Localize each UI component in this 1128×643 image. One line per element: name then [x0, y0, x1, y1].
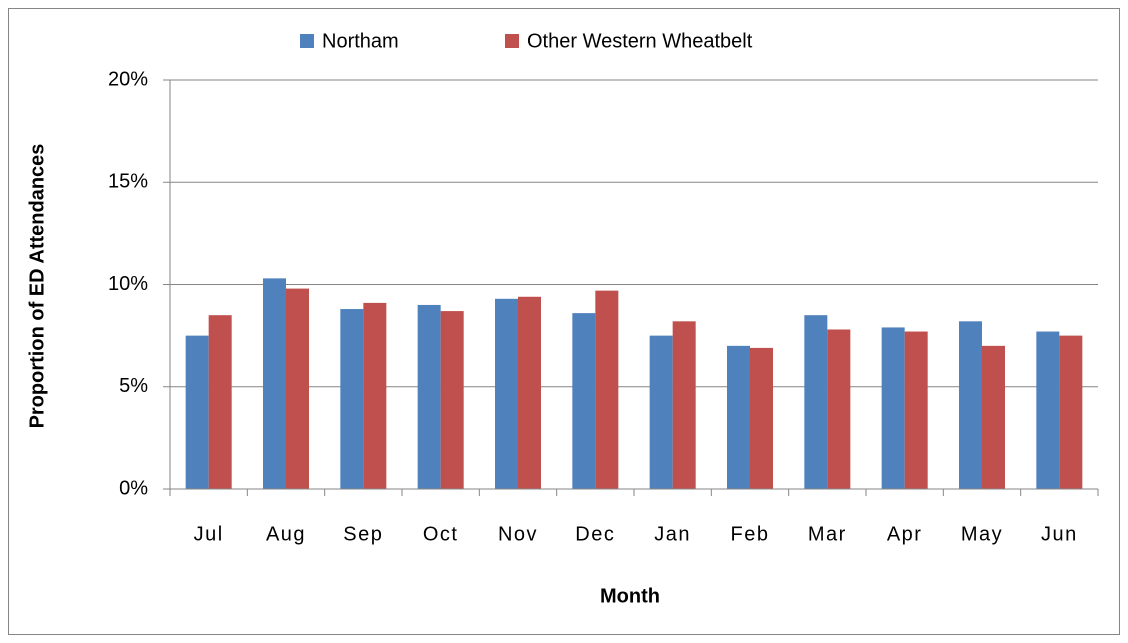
bar — [572, 313, 596, 489]
bar — [1059, 335, 1083, 489]
bar — [827, 329, 851, 489]
x-tick-label: Dec — [575, 523, 615, 545]
bar — [185, 335, 209, 489]
x-tick-label: Aug — [266, 523, 306, 545]
x-tick-label: Nov — [498, 523, 538, 545]
x-tick-label: Oct — [423, 523, 459, 545]
legend-swatch — [300, 34, 314, 48]
y-tick-label: 5% — [119, 375, 148, 397]
x-tick-label: Sep — [343, 523, 383, 545]
bar — [1036, 331, 1060, 489]
y-tick-label: 10% — [108, 273, 148, 295]
x-tick-label: Apr — [887, 523, 923, 545]
bar — [804, 315, 828, 489]
bar — [208, 315, 232, 489]
bar — [286, 288, 309, 489]
legend-label: Other Western Wheatbelt — [527, 30, 753, 52]
bar — [881, 327, 905, 489]
x-axis-title: Month — [600, 585, 660, 607]
bar — [340, 309, 364, 489]
bar — [982, 345, 1005, 489]
x-tick-label: Jan — [654, 523, 691, 545]
y-tick-label: 20% — [108, 68, 148, 90]
bar — [649, 335, 673, 489]
bar — [263, 278, 286, 489]
legend-label: Northam — [322, 30, 399, 52]
x-tick-label: May — [961, 523, 1003, 545]
bar — [727, 345, 750, 489]
bar — [518, 296, 541, 489]
chart-border — [8, 8, 1120, 635]
bar — [440, 311, 464, 489]
x-tick-label: Mar — [808, 523, 847, 545]
x-tick-label: Feb — [731, 523, 770, 545]
y-axis-title: Proportion of ED Attendances — [26, 144, 48, 429]
y-tick-label: 0% — [119, 477, 148, 499]
x-tick-label: Jul — [194, 523, 224, 545]
bar — [904, 331, 928, 489]
bar — [672, 321, 696, 489]
bar — [495, 298, 518, 489]
x-tick-label: Jun — [1041, 523, 1078, 545]
bar — [595, 290, 619, 489]
bar — [959, 321, 982, 489]
legend-swatch — [505, 34, 519, 48]
bar — [363, 302, 387, 489]
y-tick-label: 15% — [108, 171, 148, 193]
bar — [417, 304, 441, 489]
bar — [750, 347, 773, 489]
